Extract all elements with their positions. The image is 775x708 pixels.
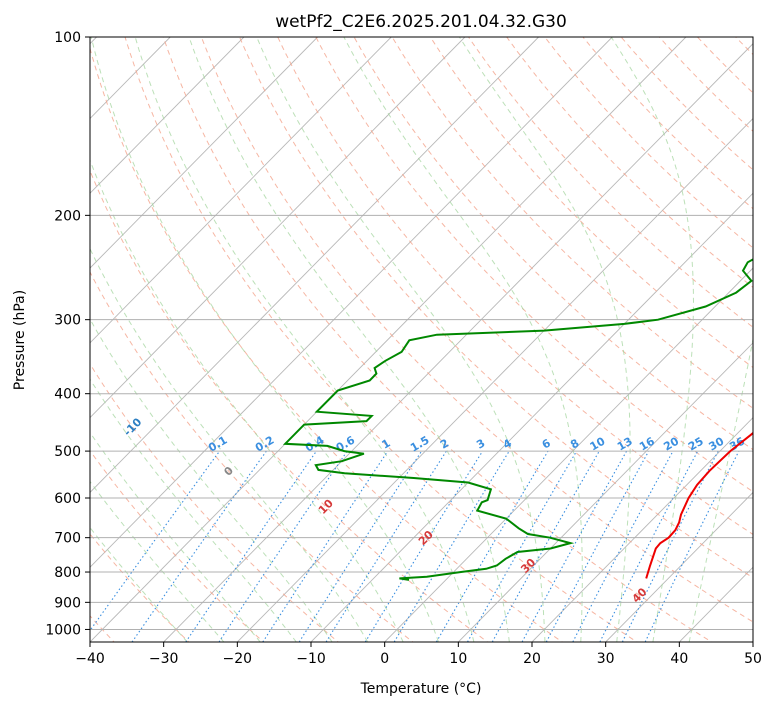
- x-axis-label: Temperature (°C): [360, 681, 482, 697]
- dry-adiabat-line: [429, 37, 753, 369]
- y-tick-label: 800: [54, 565, 81, 581]
- moist-adiabat-line: [90, 480, 225, 642]
- isotherm-line: [237, 117, 753, 642]
- isobar-gridlines: [90, 37, 753, 630]
- isotherm-line: [605, 491, 753, 642]
- mixing-ratio-lines: [90, 450, 740, 642]
- dry-adiabat-line: [582, 37, 753, 210]
- dry-adiabat-line: [506, 37, 753, 288]
- dry-adiabat-line: [200, 37, 753, 623]
- y-tick-label: 100: [54, 30, 81, 46]
- x-tick-label: −20: [223, 651, 253, 667]
- mixing-ratio-line: [298, 450, 423, 642]
- isotherm-line: [531, 416, 753, 642]
- moist-adiabat-line: [610, 37, 695, 642]
- dry-adiabat-line: [391, 37, 753, 409]
- x-axis-ticks: −40 −30 −20 −10 0 10 20 30 40 50: [75, 642, 762, 667]
- chart-title: wetPf2_C2E6.2025.201.04.32.G30: [275, 12, 567, 32]
- y-tick-label: 200: [54, 208, 81, 224]
- dry-adiabat-line: [90, 169, 489, 642]
- isotherm-gridlines: [90, 37, 753, 642]
- isotherm-line: [90, 37, 466, 419]
- dry-adiabat-line: [90, 270, 414, 642]
- mixing-ratio-line: [393, 450, 510, 642]
- moist-adiabat-line: [134, 37, 475, 642]
- mixing-ratio-line: [325, 450, 447, 642]
- x-tick-label: 50: [744, 651, 762, 667]
- y-tick-label: 500: [54, 444, 81, 460]
- dry-adiabat-line: [353, 37, 753, 451]
- plot-frame: [89, 36, 754, 643]
- mixing-ratio-line: [599, 450, 699, 642]
- y-axis-ticks: 100 200 300 400 500 600 700 800 900 1000: [45, 30, 90, 638]
- x-tick-label: 20: [523, 651, 541, 667]
- isotherm-line: [90, 37, 539, 494]
- moist-adiabat-line: [90, 158, 404, 642]
- mixing-ratio-line: [621, 450, 719, 642]
- y-tick-label: 300: [54, 313, 81, 329]
- mixing-ratio-line: [644, 450, 740, 642]
- x-tick-label: −30: [149, 651, 179, 667]
- mixing-ratio-line: [491, 450, 600, 642]
- temperature-profile-line: [645, 431, 753, 579]
- isotherm-line: [90, 37, 687, 642]
- y-tick-label: 1000: [45, 622, 81, 638]
- isotherm-line: [90, 37, 318, 269]
- dry-adiabat-line: [467, 37, 753, 328]
- dry-adiabat-line: [277, 37, 753, 535]
- plot-area: 0.10.20.40.611.52346810131620253036-100-…: [90, 37, 753, 642]
- y-tick-label: 400: [54, 387, 81, 403]
- moist-adiabat-line: [90, 37, 439, 642]
- mixing-ratio-line: [185, 450, 317, 642]
- y-axis-label: Pressure (hPa): [12, 290, 28, 390]
- x-tick-label: −10: [296, 651, 326, 667]
- y-tick-label: 600: [54, 491, 81, 507]
- dry-adiabat-line: [315, 37, 753, 493]
- dry-adiabat-line: [90, 46, 564, 642]
- mixing-ratio-line: [262, 450, 389, 642]
- mixing-ratio-line: [131, 450, 267, 642]
- x-tick-label: 30: [597, 651, 615, 667]
- moist-adiabat-line: [458, 37, 631, 642]
- dry-adiabat-line: [620, 37, 753, 171]
- isotherm-line: [458, 342, 753, 642]
- dry-adiabat-line: [90, 449, 265, 642]
- moist-adiabat-line: [90, 378, 297, 642]
- moist-adiabat-line: [90, 526, 188, 642]
- isotherm-line: [384, 267, 753, 642]
- y-tick-label: 900: [54, 595, 81, 611]
- moist-adiabat-line: [90, 247, 369, 642]
- mixing-ratio-line: [90, 450, 221, 632]
- mixing-ratio-line: [218, 450, 348, 642]
- x-tick-label: 0: [380, 651, 389, 667]
- moist-adiabat-line: [256, 37, 546, 642]
- x-tick-label: 10: [449, 651, 467, 667]
- moist-adiabat-line: [90, 431, 261, 642]
- moist-adiabat-line: [90, 318, 333, 642]
- x-tick-label: 40: [670, 651, 688, 667]
- y-tick-label: 700: [54, 531, 81, 547]
- isotherm-line: [90, 37, 613, 568]
- isotherm-line: [163, 43, 753, 642]
- mixing-ratio-line: [545, 450, 650, 642]
- mixing-ratio-line: [364, 450, 484, 642]
- sounding-profiles: [282, 258, 753, 581]
- mixing-ratio-line: [521, 450, 628, 642]
- dry-adiabat-line: [544, 37, 753, 249]
- isotherm-line: [90, 37, 392, 344]
- dewpoint-profile-line: [282, 258, 753, 581]
- isotherm-line: [90, 37, 245, 194]
- x-tick-label: −40: [75, 651, 105, 667]
- dry-adiabat-line: [124, 37, 638, 642]
